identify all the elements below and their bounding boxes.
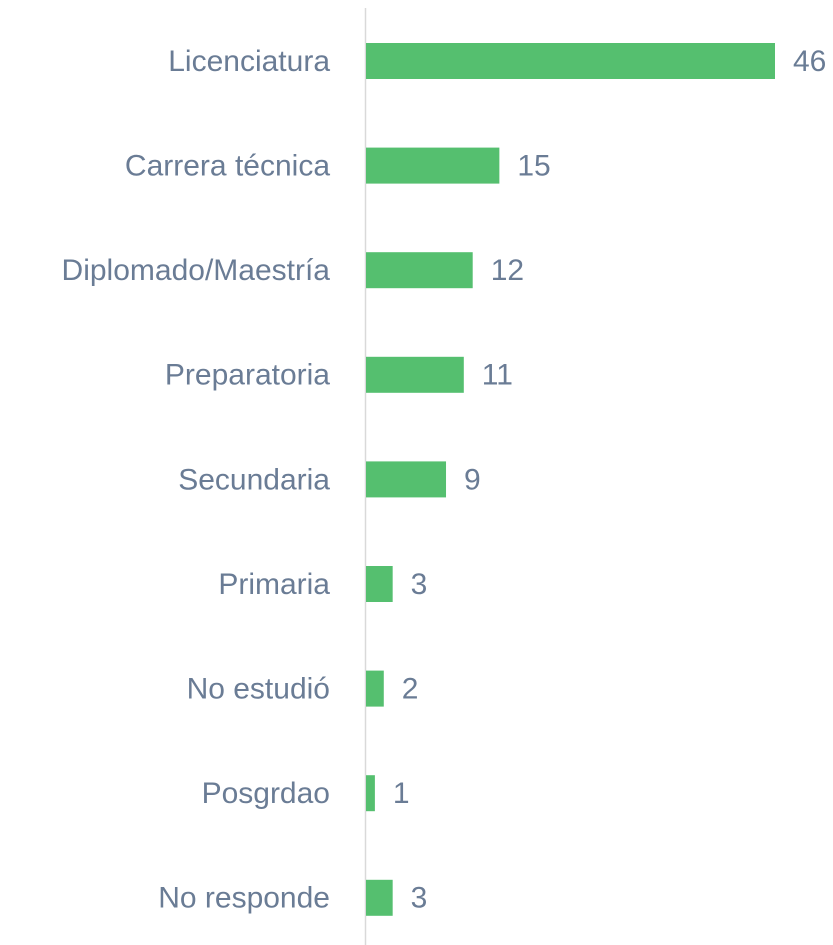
category-label: Carrera técnica [125,150,330,183]
data-label: 46 [793,45,826,78]
category-label: Diplomado/Maestría [62,254,331,287]
category-label: Preparatoria [165,359,330,392]
data-label: 3 [411,568,428,601]
bar [366,252,473,289]
category-label: No responde [158,882,330,915]
bar [366,775,375,812]
category-label: Primaria [218,568,330,601]
category-label: Secundaria [178,463,330,496]
data-label: 15 [517,150,550,183]
data-label: 9 [464,463,481,496]
bar [366,43,775,79]
bar [366,356,464,393]
data-label: 11 [482,359,513,392]
data-label: 2 [402,673,419,706]
category-label: Posgrdao [202,777,330,810]
category-label: No estudió [187,673,330,706]
bar [366,461,447,498]
bar [366,670,384,707]
category-label: Licenciatura [168,45,330,78]
data-label: 1 [393,777,410,810]
bar [366,566,393,602]
bar [366,147,500,184]
data-label: 12 [491,254,524,287]
data-label: 3 [411,882,428,915]
bar [366,879,393,916]
